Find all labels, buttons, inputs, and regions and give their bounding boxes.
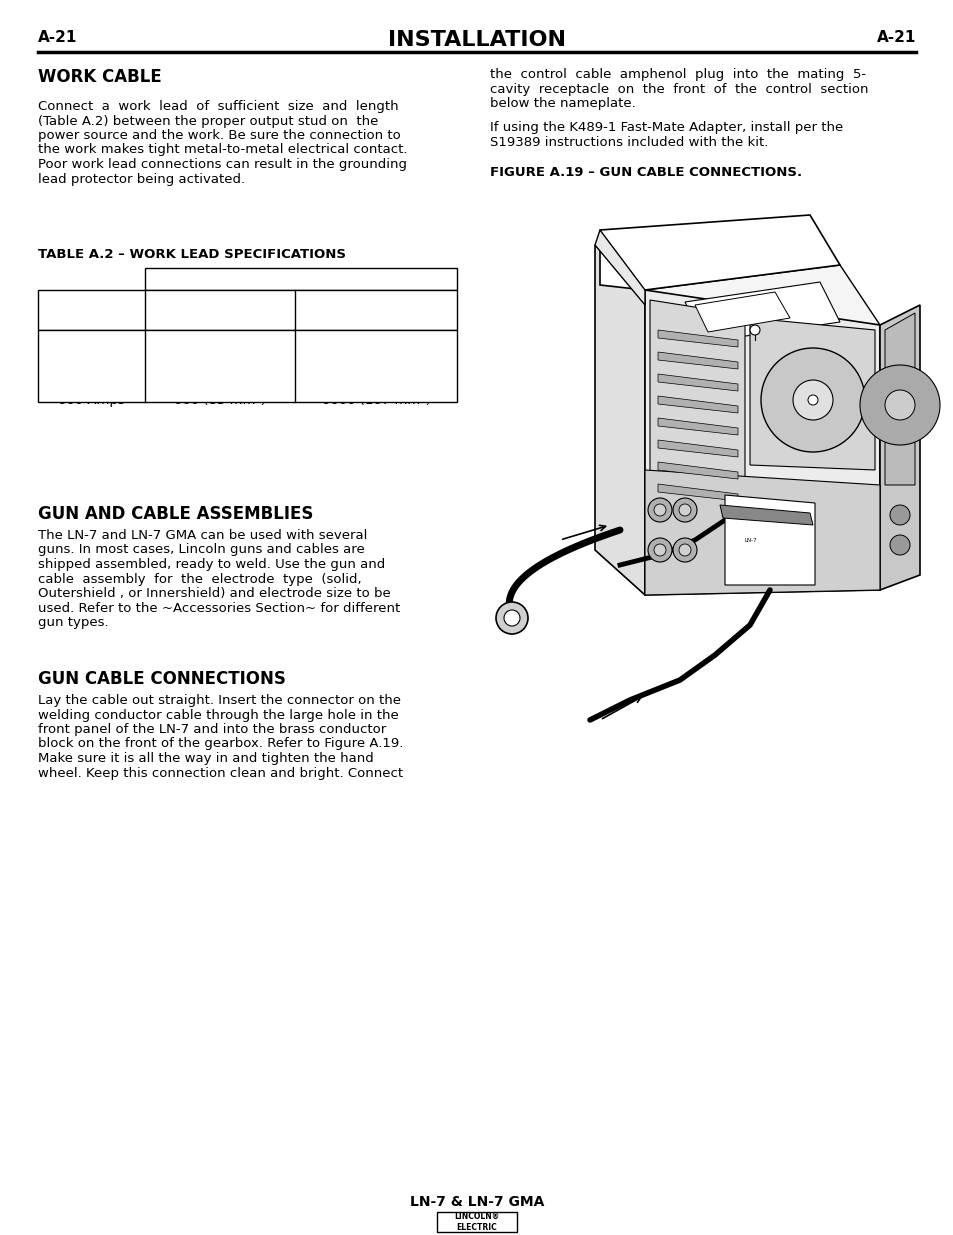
Text: 600 Amps: 600 Amps	[58, 394, 125, 408]
Text: A-21: A-21	[38, 30, 77, 44]
Text: shipped assembled, ready to weld. Use the gun and: shipped assembled, ready to weld. Use th…	[38, 558, 385, 571]
Text: 400 Amps: 400 Amps	[58, 358, 125, 370]
Text: lead protector being activated.: lead protector being activated.	[38, 173, 245, 185]
Text: welding conductor cable through the large hole in the: welding conductor cable through the larg…	[38, 709, 398, 721]
Circle shape	[496, 601, 527, 634]
Circle shape	[889, 505, 909, 525]
Text: 0 (53 mm²): 0 (53 mm²)	[182, 340, 257, 353]
Polygon shape	[599, 215, 840, 290]
Text: Poor work lead connections can result in the grounding: Poor work lead connections can result in…	[38, 158, 407, 170]
Polygon shape	[595, 245, 644, 595]
Text: Outershield , or Innershield) and electrode size to be: Outershield , or Innershield) and electr…	[38, 587, 391, 600]
Text: S19389 instructions included with the kit.: S19389 instructions included with the ki…	[490, 136, 767, 149]
Text: LN-7 & LN-7 GMA: LN-7 & LN-7 GMA	[410, 1195, 543, 1209]
Polygon shape	[644, 266, 879, 350]
Text: Connect  a  work  lead  of  sufficient  size  and  length: Connect a work lead of sufficient size a…	[38, 100, 398, 112]
Text: 00 (67 mm²): 00 (67 mm²)	[178, 358, 261, 370]
Polygon shape	[724, 495, 814, 585]
Text: GUN CABLE CONNECTIONS: GUN CABLE CONNECTIONS	[38, 671, 286, 688]
Polygon shape	[879, 305, 919, 590]
Polygon shape	[658, 374, 738, 391]
Text: the  control  cable  amphenol  plug  into  the  mating  5-: the control cable amphenol plug into the…	[490, 68, 865, 82]
Circle shape	[647, 538, 671, 562]
Text: LN-7: LN-7	[744, 537, 757, 542]
Text: power source and the work. Be sure the connection to: power source and the work. Be sure the c…	[38, 128, 400, 142]
Text: the work makes tight metal-to-metal electrical contact.: the work makes tight metal-to-metal elec…	[38, 143, 407, 157]
Polygon shape	[695, 291, 789, 332]
Circle shape	[647, 498, 671, 522]
Polygon shape	[595, 230, 644, 305]
Text: guns. In most cases, Lincoln guns and cables are: guns. In most cases, Lincoln guns and ca…	[38, 543, 364, 557]
Circle shape	[672, 498, 697, 522]
Text: cable  assembly  for  the  electrode  type  (solid,: cable assembly for the electrode type (s…	[38, 573, 361, 585]
Circle shape	[679, 543, 690, 556]
Circle shape	[749, 325, 760, 335]
Text: A-21: A-21	[876, 30, 915, 44]
Polygon shape	[658, 462, 738, 479]
Polygon shape	[658, 417, 738, 435]
Text: 000 (85 mm²): 000 (85 mm²)	[173, 394, 266, 408]
Text: INSTALLATION: INSTALLATION	[388, 30, 565, 49]
Polygon shape	[749, 317, 874, 471]
Polygon shape	[658, 396, 738, 412]
Text: LINCOLN®
ELECTRIC: LINCOLN® ELECTRIC	[454, 1213, 499, 1231]
Text: Up To 50 Ft
(15.2 m²): Up To 50 Ft (15.2 m²)	[183, 298, 257, 326]
Circle shape	[503, 610, 519, 626]
Bar	[38, 330, 456, 403]
Text: 000 (85 mm²): 000 (85 mm²)	[330, 375, 421, 389]
Circle shape	[672, 538, 697, 562]
Circle shape	[859, 366, 939, 445]
Circle shape	[889, 535, 909, 555]
Text: 50 Ft-100 Ft
(15.2-30.4 m²): 50 Ft-100 Ft (15.2-30.4 m²)	[328, 298, 424, 326]
Bar	[38, 290, 456, 330]
Polygon shape	[658, 440, 738, 457]
Polygon shape	[644, 471, 879, 595]
Polygon shape	[720, 505, 812, 525]
Polygon shape	[884, 312, 914, 485]
Polygon shape	[684, 282, 840, 342]
Polygon shape	[658, 352, 738, 369]
Text: wheel. Keep this connection clean and bright. Connect: wheel. Keep this connection clean and br…	[38, 767, 403, 779]
Polygon shape	[658, 330, 738, 347]
Circle shape	[654, 504, 665, 516]
Polygon shape	[649, 300, 744, 585]
Text: below the nameplate.: below the nameplate.	[490, 98, 635, 110]
Text: 500 Amps: 500 Amps	[58, 375, 125, 389]
Bar	[436, 1212, 517, 1233]
Circle shape	[679, 504, 690, 516]
Text: GUN AND CABLE ASSEMBLIES: GUN AND CABLE ASSEMBLIES	[38, 505, 313, 522]
Circle shape	[807, 395, 817, 405]
Text: block on the front of the gearbox. Refer to Figure A.19.: block on the front of the gearbox. Refer…	[38, 737, 403, 751]
Circle shape	[884, 390, 914, 420]
Text: The LN-7 and LN-7 GMA can be used with several: The LN-7 and LN-7 GMA can be used with s…	[38, 529, 367, 542]
Text: used. Refer to the ~Accessories Section~ for different: used. Refer to the ~Accessories Section~…	[38, 601, 400, 615]
Circle shape	[792, 380, 832, 420]
Circle shape	[654, 543, 665, 556]
Text: If using the K489-1 Fast-Mate Adapter, install per the: If using the K489-1 Fast-Mate Adapter, i…	[490, 121, 842, 135]
Text: FIGURE A.19 – GUN CABLE CONNECTIONS.: FIGURE A.19 – GUN CABLE CONNECTIONS.	[490, 167, 801, 179]
Text: TABLE A.2 – WORK LEAD SPECIFICATIONS: TABLE A.2 – WORK LEAD SPECIFICATIONS	[38, 248, 346, 261]
Text: front panel of the LN-7 and into the brass conductor: front panel of the LN-7 and into the bra…	[38, 722, 386, 736]
Text: Lay the cable out straight. Insert the connector on the: Lay the cable out straight. Insert the c…	[38, 694, 400, 706]
Text: 00 (67 mm²): 00 (67 mm²)	[178, 375, 261, 389]
Text: 00 (67 mm²): 00 (67 mm²)	[334, 340, 417, 353]
Text: cavity  receptacle  on  the  front  of  the  control  section: cavity receptacle on the front of the co…	[490, 83, 867, 95]
Polygon shape	[658, 484, 738, 501]
Text: 0000 (107 mm²): 0000 (107 mm²)	[321, 394, 430, 408]
Text: Current 60%
Duty Cycle: Current 60% Duty Cycle	[50, 298, 133, 326]
Text: 300 Amps: 300 Amps	[58, 340, 125, 353]
Text: WORK CABLE: WORK CABLE	[38, 68, 162, 86]
Polygon shape	[644, 290, 879, 595]
Text: gun types.: gun types.	[38, 616, 109, 629]
Text: Make sure it is all the way in and tighten the hand: Make sure it is all the way in and tight…	[38, 752, 374, 764]
Circle shape	[760, 348, 864, 452]
Bar	[145, 268, 456, 290]
Text: (Table A.2) between the proper output stud on  the: (Table A.2) between the proper output st…	[38, 115, 378, 127]
Text: 000 (85 mm²): 000 (85 mm²)	[330, 358, 421, 370]
Text: Copper Work Cable Size, AWG: Copper Work Cable Size, AWG	[201, 274, 400, 288]
